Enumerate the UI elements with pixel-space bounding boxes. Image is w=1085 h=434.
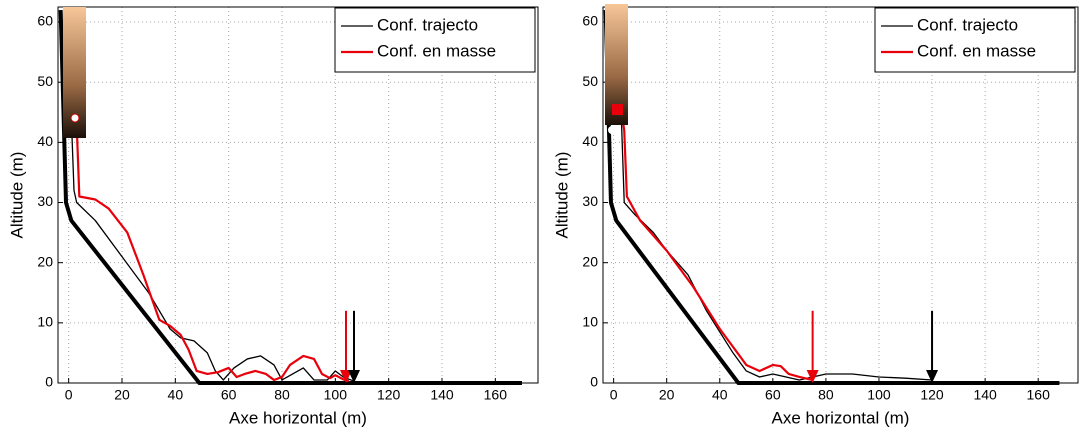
arrow-head <box>348 370 360 383</box>
legend-label: Conf. trajecto <box>917 15 1018 34</box>
y-tick-label: 60 <box>37 13 53 29</box>
y-tick-label: 50 <box>37 73 53 89</box>
y-tick-label: 60 <box>582 13 598 29</box>
x-tick-label: 40 <box>168 387 184 403</box>
x-tick-label: 160 <box>484 387 508 403</box>
arrow-head <box>806 370 819 383</box>
y-tick-label: 10 <box>582 314 598 330</box>
x-axis-label: Axe horizontal (m) <box>772 408 910 427</box>
line-series <box>620 112 813 382</box>
arrow-head <box>926 370 939 383</box>
legend-label: Conf. trajecto <box>377 15 478 34</box>
block <box>70 113 80 123</box>
x-tick-label: 120 <box>377 387 401 403</box>
y-tick-label: 0 <box>45 374 53 390</box>
x-tick-label: 80 <box>818 387 834 403</box>
y-tick-label: 40 <box>582 133 598 149</box>
y-tick-label: 50 <box>582 73 598 89</box>
x-tick-label: 140 <box>973 387 997 403</box>
x-tick-label: 20 <box>659 387 675 403</box>
line-series <box>58 9 522 385</box>
x-tick-label: 40 <box>712 387 728 403</box>
y-tick-label: 30 <box>582 193 598 209</box>
x-tick-label: 140 <box>430 387 454 403</box>
x-tick-label: 100 <box>867 387 891 403</box>
block <box>608 126 616 134</box>
source-column <box>605 4 628 125</box>
y-tick-label: 10 <box>37 314 53 330</box>
x-tick-label: 80 <box>274 387 290 403</box>
line-series <box>70 118 355 382</box>
line-series <box>603 9 1060 385</box>
legend-label: Conf. en masse <box>917 41 1036 60</box>
arrow-head <box>340 370 352 383</box>
line-series <box>70 117 350 383</box>
x-tick-label: 0 <box>65 387 73 403</box>
y-tick-label: 20 <box>582 253 598 269</box>
y-tick-label: 30 <box>37 193 53 209</box>
x-tick-label: 100 <box>324 387 348 403</box>
x-axis-label: Axe horizontal (m) <box>229 408 367 427</box>
x-tick-label: 60 <box>765 387 781 403</box>
line-series <box>620 124 933 381</box>
block <box>612 104 623 115</box>
y-tick-label: 0 <box>590 374 598 390</box>
x-tick-label: 160 <box>1027 387 1051 403</box>
legend-box <box>334 7 536 73</box>
x-tick-label: 60 <box>221 387 237 403</box>
x-tick-label: 120 <box>920 387 944 403</box>
y-axis-label: Altitude (m) <box>552 152 571 239</box>
legend-box <box>874 7 1076 73</box>
plot: 0 20 40 60 80 100 120 140 160 0 10 20 30 40 50 60 Axe ho… <box>7 6 539 427</box>
y-tick-label: 20 <box>37 253 53 269</box>
plot: 0 20 40 60 80 100 120 140 160 0 10 20 30 40 50 60 Axe ho… <box>552 6 1079 427</box>
y-axis-label: Altitude (m) <box>7 152 26 239</box>
y-tick-label: 40 <box>37 133 53 149</box>
source-column <box>63 7 86 138</box>
x-tick-label: 20 <box>114 387 130 403</box>
legend-label: Conf. en masse <box>377 41 496 60</box>
x-tick-label: 0 <box>610 387 618 403</box>
